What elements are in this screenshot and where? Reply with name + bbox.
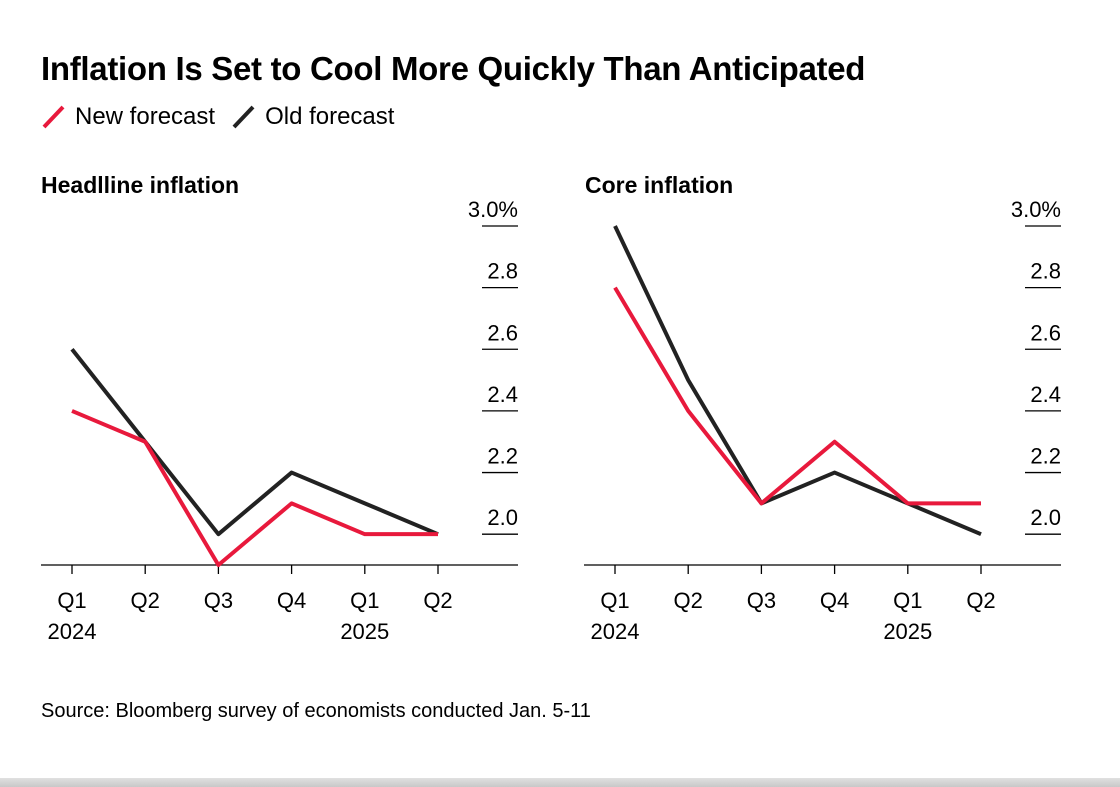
y-tick-label-0-2: 2.4: [487, 382, 518, 407]
legend-item-new-forecast: New forecast: [41, 103, 215, 131]
y-tick-label-0-4: 2.8: [487, 259, 518, 284]
y-tick-label-0-5: 3.0%: [468, 197, 518, 222]
legend-label-new-forecast: New forecast: [75, 103, 216, 130]
x-tick-label-1-0: Q1: [600, 588, 629, 613]
x-tick-label-1-2: Q3: [747, 588, 776, 613]
x-tick-label-0-1: Q2: [131, 588, 160, 613]
series-line-1-old-forecast: [613, 225, 982, 537]
x-tick-label-0-2: Q3: [204, 588, 233, 613]
panel-title-core: Core inflation: [585, 172, 734, 198]
legend: New forecast Old forecast: [41, 102, 410, 132]
x-tick-label-0-0: Q1: [57, 588, 86, 613]
legend-swatch-old-forecast: [232, 105, 255, 129]
chart-title: Inflation Is Set to Cool More Quickly Th…: [41, 50, 866, 87]
x-tick-label-0-5: Q2: [423, 588, 452, 613]
legend-swatch-new-forecast: [42, 105, 65, 129]
x-year-label-1-0: 2024: [591, 619, 640, 644]
y-tick-label-1-3: 2.6: [1030, 320, 1061, 345]
y-tick-label-1-5: 3.0%: [1011, 197, 1061, 222]
y-tick-label-0-0: 2.0: [487, 505, 518, 530]
series-line-0-old-forecast: [70, 348, 439, 537]
legend-item-old-forecast: Old forecast: [231, 103, 394, 131]
source-note: Source: Bloomberg survey of economists c…: [41, 700, 591, 722]
x-tick-label-0-3: Q4: [277, 588, 306, 613]
x-tick-label-1-5: Q2: [966, 588, 995, 613]
x-tick-label-0-4: Q1: [350, 588, 379, 613]
x-tick-label-1-1: Q2: [674, 588, 703, 613]
series-line-0-new-forecast: [71, 409, 438, 567]
y-tick-label-1-2: 2.4: [1030, 382, 1061, 407]
x-year-label-0-4: 2025: [340, 619, 389, 644]
y-tick-label-1-0: 2.0: [1030, 505, 1061, 530]
x-tick-label-1-3: Q4: [820, 588, 849, 613]
y-tick-label-1-4: 2.8: [1030, 259, 1061, 284]
x-tick-label-1-4: Q1: [893, 588, 922, 613]
y-tick-label-0-1: 2.2: [487, 444, 518, 469]
x-year-label-1-4: 2025: [883, 619, 932, 644]
y-tick-label-0-3: 2.6: [487, 320, 518, 345]
series-line-1-new-forecast: [613, 286, 981, 506]
panel-title-headline: Headlline inflation: [41, 172, 240, 198]
legend-label-old-forecast: Old forecast: [265, 103, 395, 130]
y-tick-label-1-1: 2.2: [1030, 444, 1061, 469]
x-year-label-0-0: 2024: [48, 619, 97, 644]
page-edge-divider: [0, 778, 1120, 787]
